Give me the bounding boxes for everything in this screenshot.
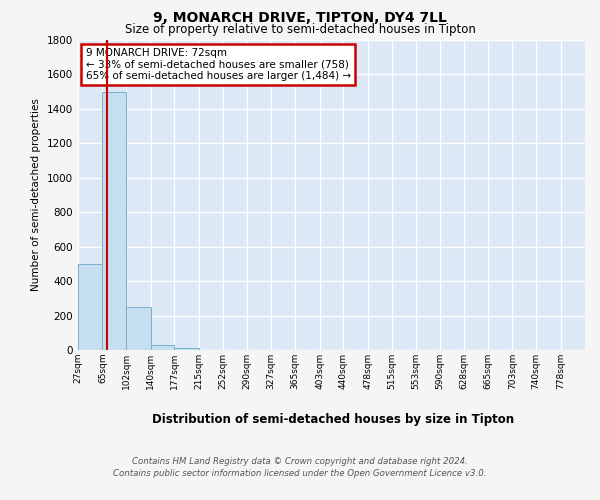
Bar: [78, 264, 103, 350]
Text: Contains public sector information licensed under the Open Government Licence v3: Contains public sector information licen…: [113, 469, 487, 478]
Bar: [103, 92, 126, 350]
Text: Size of property relative to semi-detached houses in Tipton: Size of property relative to semi-detach…: [125, 22, 475, 36]
Text: Contains HM Land Registry data © Crown copyright and database right 2024.: Contains HM Land Registry data © Crown c…: [132, 458, 468, 466]
Y-axis label: Number of semi-detached properties: Number of semi-detached properties: [31, 98, 41, 292]
Text: Distribution of semi-detached houses by size in Tipton: Distribution of semi-detached houses by …: [152, 412, 514, 426]
Bar: [175, 348, 199, 350]
Bar: [151, 345, 175, 350]
Bar: [126, 307, 151, 350]
Text: 9 MONARCH DRIVE: 72sqm
← 33% of semi-detached houses are smaller (758)
65% of se: 9 MONARCH DRIVE: 72sqm ← 33% of semi-det…: [86, 48, 351, 81]
Text: 9, MONARCH DRIVE, TIPTON, DY4 7LL: 9, MONARCH DRIVE, TIPTON, DY4 7LL: [153, 12, 447, 26]
